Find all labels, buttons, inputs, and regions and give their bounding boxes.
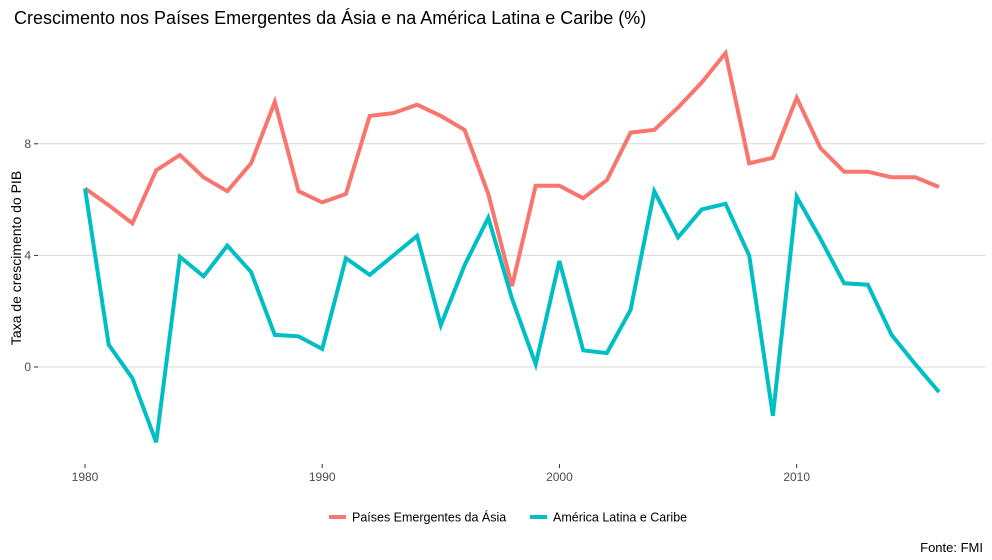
y-tick-label: 4 — [24, 248, 31, 262]
y-tick-label: 8 — [24, 137, 31, 151]
legend: Países Emergentes da Ásia América Latina… — [329, 510, 687, 525]
source-caption: Fonte: FMI — [920, 540, 983, 555]
series-line-latam — [83, 185, 941, 443]
x-tick-label: 1980 — [72, 470, 99, 484]
x-tick-label: 1990 — [309, 470, 336, 484]
series-line-asia — [83, 48, 940, 287]
chart-title: Crescimento nos Países Emergentes da Ási… — [14, 8, 646, 28]
legend-label-latam: América Latina e Caribe — [553, 511, 687, 525]
legend-label-asia: Países Emergentes da Ásia — [352, 510, 506, 525]
y-tick-label: 0 — [24, 360, 31, 374]
series-lines — [83, 48, 941, 443]
x-tick-label: 2010 — [783, 470, 810, 484]
x-tick-label: 2000 — [546, 470, 573, 484]
y-axis-label: Taxa de crescimento do PIB — [8, 171, 24, 345]
x-axis: 1980 1990 2000 2010 — [72, 464, 810, 484]
y-axis: 0 4 8 — [24, 137, 38, 374]
